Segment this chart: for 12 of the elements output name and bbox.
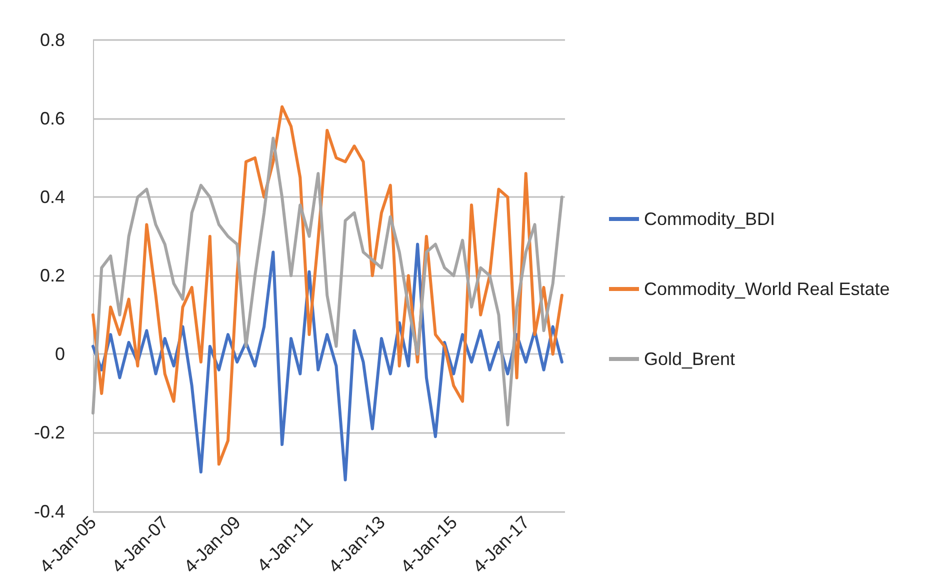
legend-label: Commodity_World Real Estate xyxy=(644,279,890,299)
y-tick-label: -0.4 xyxy=(34,501,65,522)
legend-label: Commodity_BDI xyxy=(644,209,776,229)
y-tick-label: 0.8 xyxy=(40,30,65,50)
line-series xyxy=(92,105,564,466)
y-tick-label: 0.2 xyxy=(40,266,65,286)
y-tick-label: 0.4 xyxy=(40,187,65,208)
line-series xyxy=(92,136,564,426)
y-tick-label: 0 xyxy=(54,344,65,364)
y-tick-label: -0.2 xyxy=(34,422,65,443)
y-tick-label: 0.6 xyxy=(40,108,65,129)
legend-label: Gold_Brent xyxy=(644,349,736,369)
